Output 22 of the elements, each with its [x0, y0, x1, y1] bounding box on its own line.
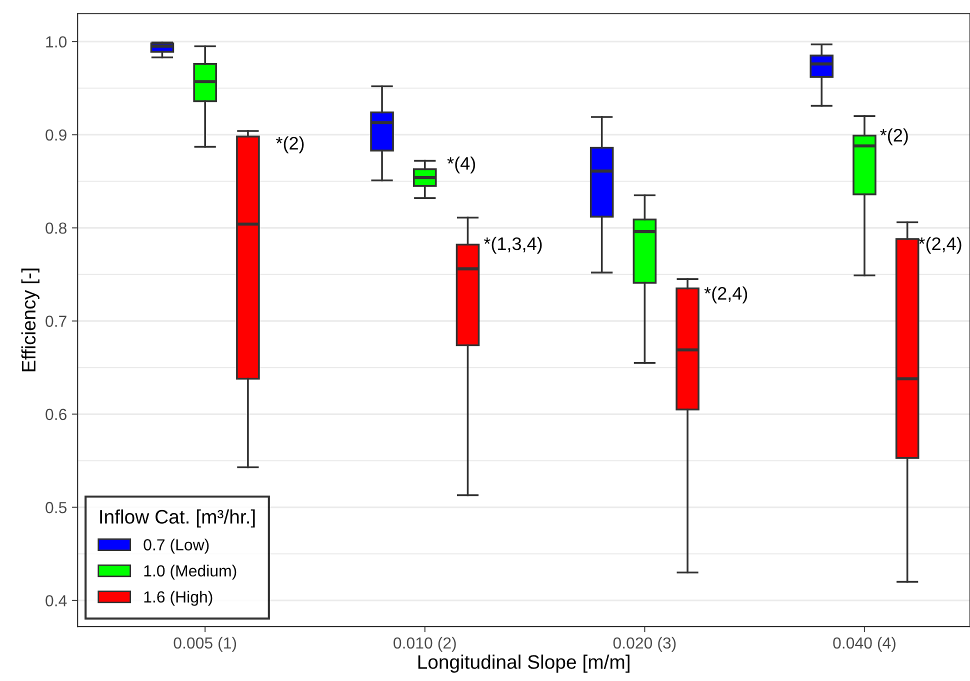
y-tick-label: 0.7: [46, 316, 66, 327]
legend-label: 1.0 (Medium): [144, 564, 236, 580]
annotation: *(2): [276, 136, 304, 154]
y-tick-label: 0.6: [46, 408, 66, 420]
legend-label: 1.6 (High): [144, 590, 212, 606]
y-tick-label: 0.5: [46, 502, 67, 514]
y-tick-label: 0.9: [46, 129, 66, 141]
annotation: *(4): [447, 156, 476, 174]
y-tick-label: 0.4: [46, 595, 67, 606]
annotation: *(1,3,4): [484, 236, 542, 254]
x-tick-label: 0.040 (4): [833, 636, 896, 652]
y-tick-label: 1.0: [46, 36, 67, 48]
legend-title: Inflow Cat. [m³/hr.]: [100, 509, 255, 528]
x-tick-label: 0.005 (1): [174, 636, 236, 652]
annotation: *(2): [880, 128, 908, 146]
x-axis-title: Longitudinal Slope [m/m]: [418, 654, 630, 673]
legend-label: 0.7 (Low): [144, 538, 209, 554]
x-tick-label: 0.020 (3): [613, 636, 676, 652]
y-axis-title: Efficiency [-]: [21, 268, 40, 372]
x-tick-label: 0.010 (2): [394, 636, 456, 652]
annotation: *(2,4): [704, 286, 748, 304]
y-tick-label: 0.8: [46, 222, 66, 234]
